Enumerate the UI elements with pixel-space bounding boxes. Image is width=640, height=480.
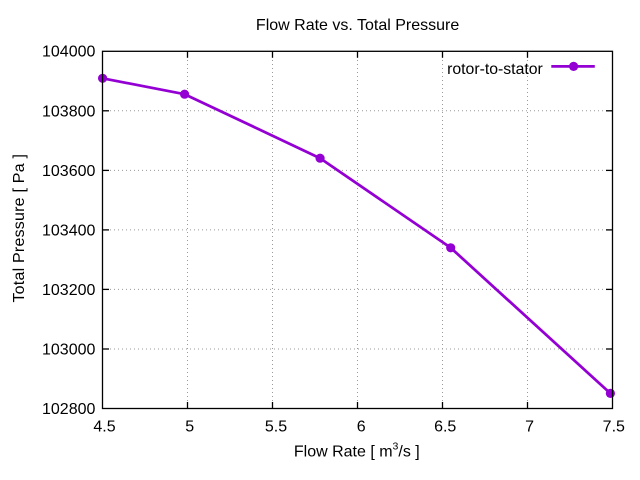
svg-text:102800: 102800 [42, 401, 95, 418]
svg-text:5.5: 5.5 [265, 418, 287, 435]
svg-text:103000: 103000 [42, 341, 95, 358]
svg-text:rotor-to-stator: rotor-to-stator [447, 61, 543, 78]
svg-text:Total Pressure [ Pa ]: Total Pressure [ Pa ] [11, 154, 28, 303]
svg-text:103400: 103400 [42, 222, 95, 239]
svg-text:4.5: 4.5 [93, 418, 115, 435]
svg-text:6: 6 [357, 418, 366, 435]
svg-text:7: 7 [525, 418, 534, 435]
svg-text:104000: 104000 [42, 44, 95, 61]
svg-text:6.5: 6.5 [434, 418, 456, 435]
svg-text:103600: 103600 [42, 163, 95, 180]
svg-text:103800: 103800 [42, 103, 95, 120]
svg-text:7.5: 7.5 [603, 418, 625, 435]
svg-text:Flow Rate vs. Total Pressure: Flow Rate vs. Total Pressure [256, 17, 459, 34]
svg-text:Flow Rate [ m3/s ]: Flow Rate [ m3/s ] [294, 441, 420, 461]
svg-text:103200: 103200 [42, 282, 95, 299]
svg-text:5: 5 [185, 418, 194, 435]
